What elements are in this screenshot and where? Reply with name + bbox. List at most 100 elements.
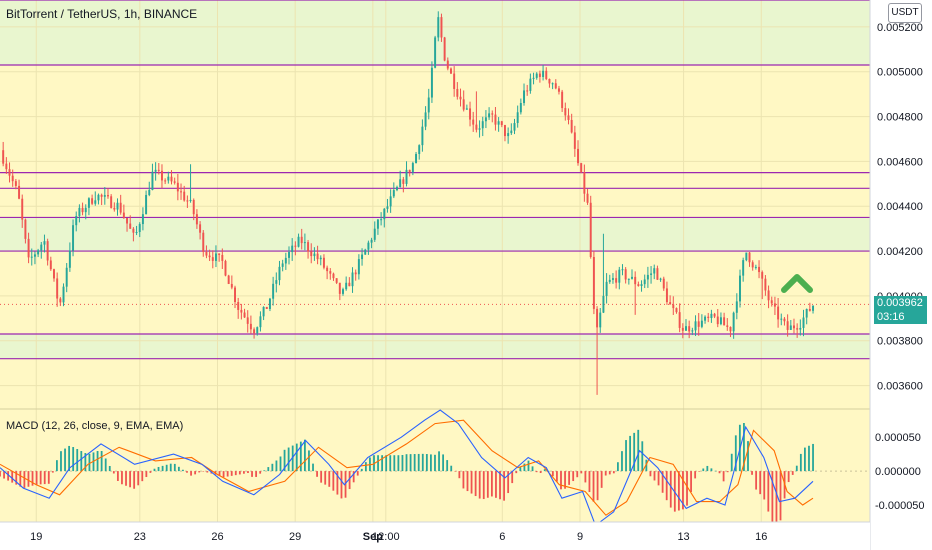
macd-histogram-bar	[80, 451, 83, 472]
macd-histogram-bar	[356, 471, 359, 476]
macd-histogram-bar	[763, 471, 766, 500]
macd-histogram-bar	[653, 471, 656, 481]
candle-body	[259, 316, 262, 328]
macd-histogram-bar	[243, 471, 245, 474]
candle-body	[370, 239, 373, 243]
macd-histogram-bar	[617, 462, 619, 472]
macd-histogram-bar	[556, 471, 558, 482]
candle-body	[2, 150, 5, 164]
candle-body	[500, 121, 503, 126]
candle-body	[234, 287, 237, 303]
candle-body	[65, 267, 68, 287]
macd-histogram-bar	[31, 471, 34, 486]
candle-body	[316, 253, 319, 260]
macd-histogram-bar	[490, 471, 493, 497]
macd-histogram-bar	[198, 471, 201, 473]
macd-histogram-bar	[450, 465, 453, 472]
macd-histogram-bar	[702, 468, 705, 472]
candle-body	[481, 121, 484, 129]
candle-body	[288, 252, 290, 258]
macd-histogram-bar	[682, 471, 684, 510]
macd-histogram-bar	[470, 471, 473, 494]
candle-body	[319, 257, 322, 260]
candle-body	[97, 194, 100, 201]
macd-histogram-bar	[76, 449, 79, 472]
candle-body	[685, 326, 687, 331]
candle-body	[634, 276, 637, 285]
macd-histogram-bar	[649, 471, 652, 477]
macd-histogram-bar	[149, 471, 152, 473]
macd-histogram-bar	[730, 453, 733, 472]
candle-body	[214, 253, 217, 261]
candle-body	[138, 224, 141, 233]
candle-body	[243, 312, 246, 318]
macd-histogram-bar	[718, 471, 721, 474]
macd-histogram-bar	[434, 454, 436, 472]
candle-body	[268, 298, 271, 309]
macd-histogram-bar	[141, 471, 144, 482]
macd-histogram-bar	[125, 471, 127, 486]
time-tick-label: 26	[211, 531, 223, 543]
macd-histogram-bar	[499, 471, 501, 500]
macd-histogram-bar	[486, 471, 489, 498]
macd-histogram-bar	[190, 471, 192, 476]
candle-body	[113, 207, 116, 210]
macd-histogram-bar	[381, 455, 384, 472]
macd-histogram-bar	[332, 471, 335, 491]
macd-histogram-bar	[328, 471, 331, 487]
macd-histogram-bar	[588, 471, 591, 493]
candle-body	[726, 325, 729, 327]
candle-body	[361, 254, 364, 260]
candle-body	[573, 132, 576, 149]
candle-body	[186, 200, 189, 202]
macd-histogram-bar	[27, 471, 30, 487]
candle-body	[110, 196, 113, 208]
macd-histogram-bar	[714, 470, 717, 472]
macd-histogram-bar	[238, 471, 241, 475]
candle-body	[650, 273, 653, 275]
currency-badge[interactable]: USDT	[888, 3, 922, 23]
candle-body	[494, 114, 497, 125]
candle-body	[796, 328, 799, 330]
candle-body	[303, 242, 306, 244]
candle-body	[497, 121, 500, 125]
time-axis-background	[0, 522, 870, 550]
macd-legend-label[interactable]: MACD (12, 26, close, 9, EMA, EMA)	[6, 420, 184, 432]
macd-histogram-bar	[165, 464, 168, 472]
candle-body	[742, 260, 745, 276]
candle-body	[507, 133, 510, 137]
candle-body	[129, 223, 132, 229]
candle-body	[691, 330, 694, 332]
macd-histogram-bar	[312, 463, 314, 472]
macd-histogram-bar	[60, 451, 62, 472]
candle-body	[503, 125, 506, 137]
macd-histogram-bar	[206, 471, 209, 473]
candle-body	[326, 267, 329, 272]
candle-body	[56, 278, 59, 299]
macd-histogram-bar	[726, 471, 729, 473]
candle-body	[21, 198, 24, 220]
candle-body	[180, 191, 183, 193]
candle-body	[192, 199, 195, 215]
candle-body	[761, 272, 764, 279]
macd-histogram-bar	[11, 471, 14, 483]
candle-body	[396, 187, 398, 191]
macd-histogram-bar	[283, 449, 286, 472]
candle-body	[221, 254, 224, 261]
macd-histogram-bar	[576, 471, 579, 478]
candle-body	[40, 244, 43, 251]
macd-histogram-bar	[507, 471, 510, 494]
candle-body	[249, 323, 252, 330]
candle-body	[675, 308, 678, 313]
candle-body	[427, 97, 430, 113]
candle-body	[199, 224, 202, 233]
macd-histogram-bar	[799, 453, 802, 472]
macd-histogram-bar	[324, 471, 327, 485]
macd-histogram-bar	[600, 471, 603, 488]
macd-histogram-bar	[145, 471, 148, 478]
candle-body	[618, 269, 621, 283]
macd-histogram-bar	[482, 471, 485, 500]
candle-body	[37, 250, 40, 255]
candle-body	[786, 321, 789, 330]
